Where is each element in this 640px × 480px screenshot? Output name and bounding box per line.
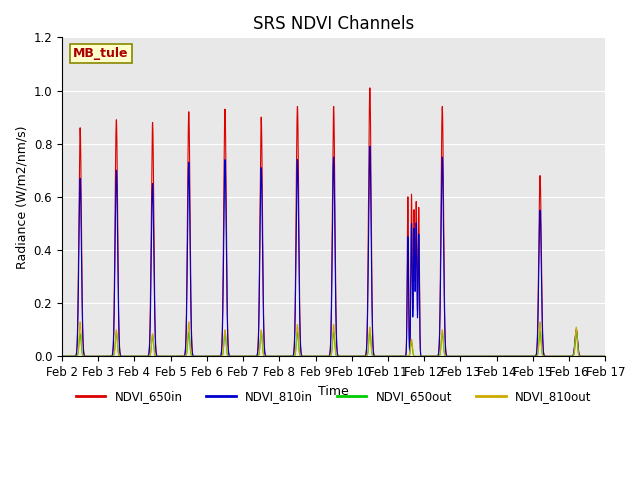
Y-axis label: Radiance (W/m2/nm/s): Radiance (W/m2/nm/s): [15, 125, 28, 269]
X-axis label: Time: Time: [318, 384, 349, 397]
Title: SRS NDVI Channels: SRS NDVI Channels: [253, 15, 414, 33]
Text: MB_tule: MB_tule: [73, 47, 129, 60]
Legend: NDVI_650in, NDVI_810in, NDVI_650out, NDVI_810out: NDVI_650in, NDVI_810in, NDVI_650out, NDV…: [71, 385, 596, 408]
